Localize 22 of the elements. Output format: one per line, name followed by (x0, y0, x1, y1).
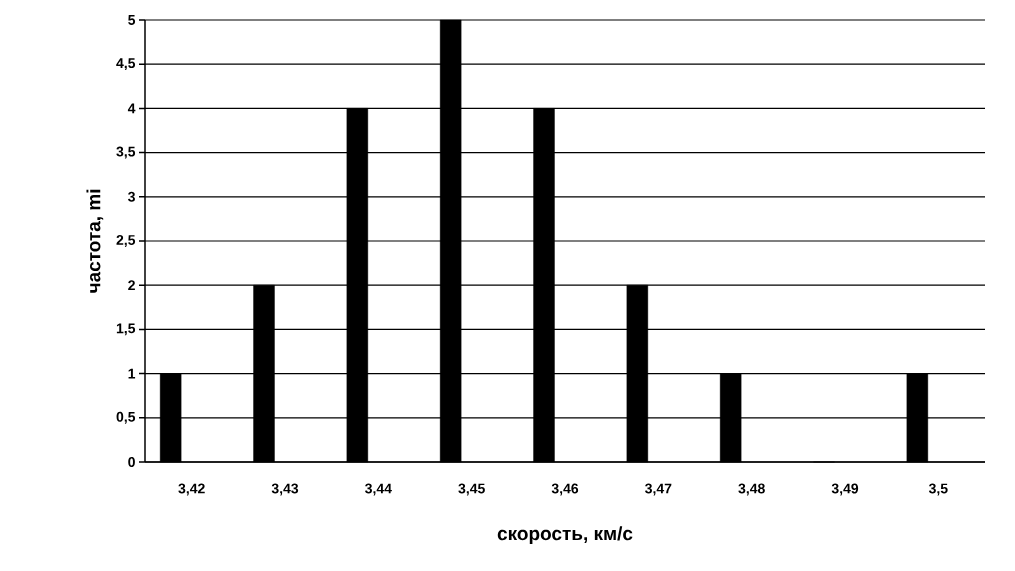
y-tick-label: 3,5 (116, 146, 136, 159)
x-tick-label: 3,44 (365, 483, 392, 496)
y-tick-label: 1,5 (116, 323, 136, 336)
y-tick-label: 1 (128, 368, 136, 379)
x-tick-label: 3,43 (271, 483, 299, 496)
y-tick-label: 5 (128, 15, 136, 25)
y-tick-label: 0 (128, 457, 135, 467)
y-axis-title: частота, mi (86, 189, 104, 293)
y-tick-label: 4 (127, 103, 136, 114)
y-tick-label: 2 (128, 280, 135, 291)
x-tick-label: 3,42 (178, 483, 205, 496)
x-tick-label: 3,48 (738, 483, 765, 496)
x-tick-label: 3,5 (928, 483, 948, 496)
y-tick-label: 0,5 (116, 411, 136, 424)
y-tick-label: 3 (128, 191, 135, 202)
x-tick-label: 3,45 (458, 483, 485, 496)
x-tick-label: 3,46 (551, 483, 579, 496)
y-tick-label: 2,5 (116, 235, 136, 247)
x-tick-label: 3,47 (645, 483, 672, 496)
y-tick-label: 4,5 (116, 58, 136, 71)
x-axis-title: скорость, км/с (497, 526, 633, 545)
x-tick-label: 3,49 (831, 483, 859, 496)
